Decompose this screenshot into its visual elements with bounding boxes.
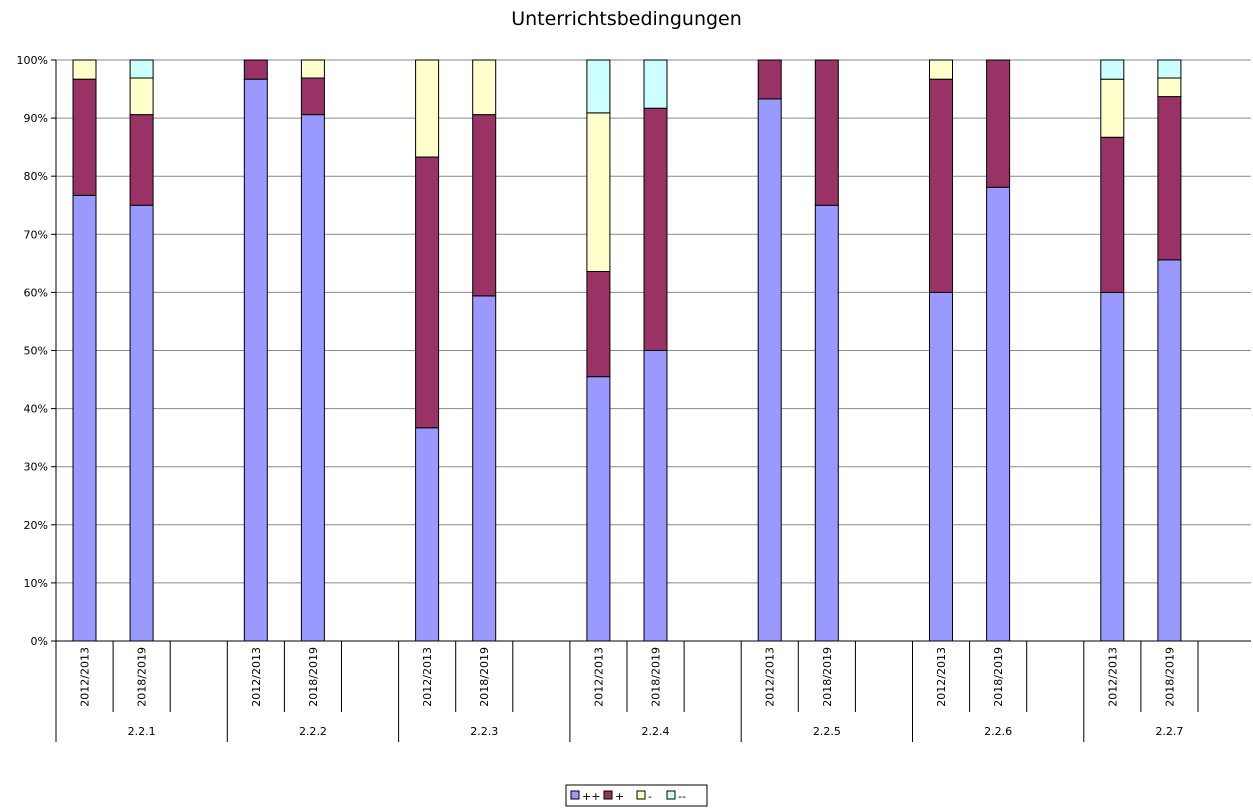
- x-group-label: 2.2.7: [1155, 725, 1183, 738]
- bar-segment-minus: [300, 59, 325, 79]
- bar-segment-minus: [72, 59, 97, 80]
- bar-segment-plusplus: [472, 295, 497, 642]
- bar-segment-plusplus: [72, 194, 97, 642]
- y-tick-label: 100%: [17, 54, 48, 67]
- x-subcategory-label: 2012/2013: [592, 647, 605, 707]
- bar-segment-plus: [1157, 96, 1182, 261]
- bar-segment-minusminus: [643, 59, 668, 109]
- x-subcategory-label: 2018/2019: [992, 647, 1005, 707]
- bar-segment-plusplus: [243, 78, 268, 642]
- bar-segment-plusplus: [129, 204, 154, 642]
- bar-segment-plus: [986, 59, 1011, 188]
- x-group-label: 2.2.5: [813, 725, 841, 738]
- bar-segment-plusplus: [415, 427, 440, 642]
- bar-segment-minusminus: [129, 59, 154, 79]
- x-group-label: 2.2.1: [128, 725, 156, 738]
- bar-segment-plus: [472, 114, 497, 297]
- bar-segment-plus: [415, 156, 440, 429]
- legend-swatch: [570, 790, 580, 800]
- legend-swatch: [603, 790, 613, 800]
- x-subcategory-label: 2018/2019: [650, 647, 663, 707]
- y-tick-label: 20%: [24, 519, 48, 532]
- bar-segment-minusminus: [1157, 59, 1182, 79]
- legend-swatch: [666, 790, 676, 800]
- bar-segment-minus: [472, 59, 497, 116]
- bar-segment-minus: [1100, 78, 1125, 138]
- y-tick-label: 40%: [24, 403, 48, 416]
- y-tick-label: 90%: [24, 112, 48, 125]
- bar-segment-plus: [300, 77, 325, 116]
- bar-segment-plusplus: [757, 98, 782, 642]
- bar-segment-plusplus: [1100, 291, 1125, 642]
- y-tick-label: 50%: [24, 345, 48, 358]
- bar-segment-minusminus: [586, 59, 611, 114]
- bar-segment-minus: [586, 112, 611, 272]
- x-subcategory-label: 2018/2019: [478, 647, 491, 707]
- y-tick-label: 10%: [24, 577, 48, 590]
- bar-segment-plusplus: [300, 114, 325, 642]
- x-group-label: 2.2.4: [642, 725, 670, 738]
- bar-segment-plus: [72, 78, 97, 196]
- x-subcategory-label: 2018/2019: [1163, 647, 1176, 707]
- bar-segment-minus: [129, 77, 154, 116]
- bar-segment-plus: [757, 59, 782, 100]
- x-subcategory-label: 2018/2019: [307, 647, 320, 707]
- x-subcategory-label: 2018/2019: [821, 647, 834, 707]
- bar-segment-plus: [814, 59, 839, 206]
- legend-label: -: [648, 790, 652, 803]
- x-subcategory-label: 2012/2013: [764, 647, 777, 707]
- bar-segment-plusplus: [1157, 259, 1182, 642]
- y-tick-label: 60%: [24, 286, 48, 299]
- x-subcategory-label: 2012/2013: [79, 647, 92, 707]
- y-tick-label: 0%: [31, 635, 48, 648]
- bar-segment-plus: [929, 78, 953, 293]
- bar-segment-plus: [1100, 136, 1125, 293]
- x-subcategory-label: 2012/2013: [1106, 647, 1119, 707]
- chart-title: Unterrichtsbedingungen: [511, 8, 742, 30]
- y-tick-label: 30%: [24, 461, 48, 474]
- bar-segment-minusminus: [1100, 59, 1125, 80]
- x-subcategory-label: 2012/2013: [250, 647, 263, 707]
- y-tick-label: 80%: [24, 170, 48, 183]
- bar-segment-plus: [129, 114, 154, 206]
- x-subcategory-label: 2012/2013: [421, 647, 434, 707]
- bar-segment-plusplus: [814, 204, 839, 642]
- bar-segment-minus: [1157, 77, 1182, 98]
- bar-segment-plus: [243, 59, 268, 80]
- x-group-label: 2.2.3: [470, 725, 498, 738]
- legend-label: +: [615, 790, 624, 803]
- x-group-label: 2.2.2: [299, 725, 327, 738]
- bar-segment-plusplus: [586, 376, 611, 642]
- bar-segment-plusplus: [643, 350, 668, 642]
- bar-segment-minus: [929, 59, 953, 80]
- bar-segment-plus: [586, 270, 611, 378]
- legend-label: ++: [582, 790, 600, 803]
- x-subcategory-label: 2018/2019: [136, 647, 149, 707]
- x-group-label: 2.2.6: [984, 725, 1012, 738]
- legend-label: --: [678, 790, 686, 803]
- legend-swatch: [636, 790, 646, 800]
- bar-segment-plusplus: [986, 186, 1011, 642]
- bar-segment-plusplus: [929, 291, 953, 642]
- bar-segment-minus: [415, 59, 440, 158]
- x-subcategory-label: 2012/2013: [935, 647, 948, 707]
- y-tick-label: 70%: [24, 228, 48, 241]
- bar-segment-plus: [643, 107, 668, 351]
